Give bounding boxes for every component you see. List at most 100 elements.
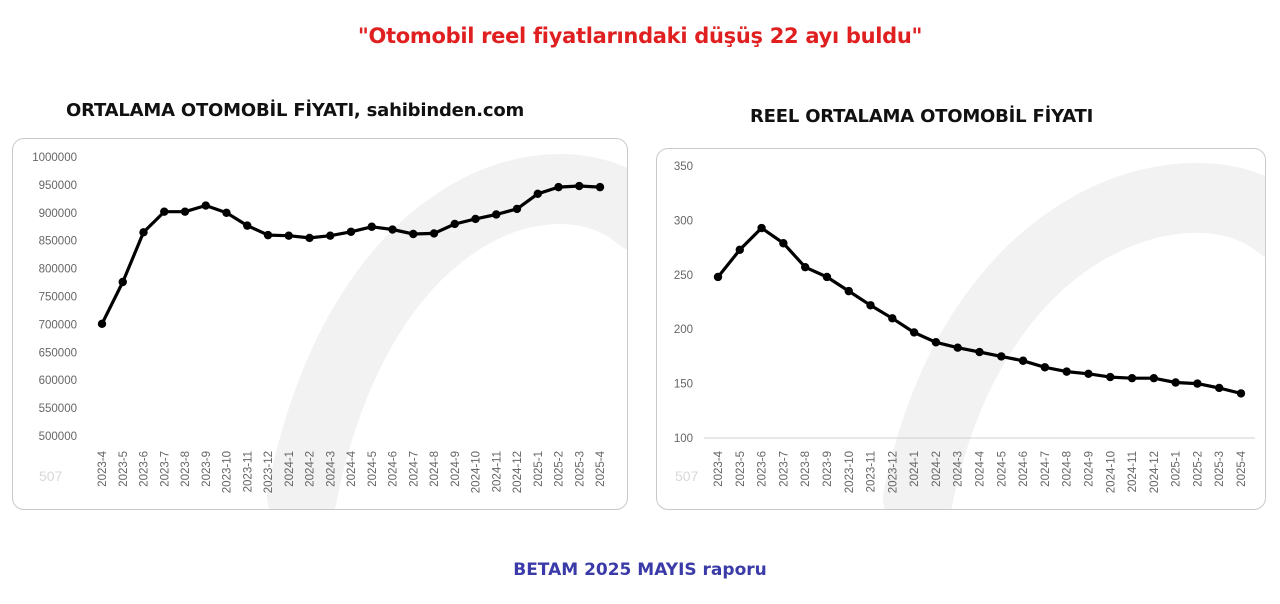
chart-title-right: REEL ORTALAMA OTOMOBİL FİYATI [750, 106, 1094, 127]
x-tick-label: 2023-9 [822, 451, 834, 487]
data-point [1127, 373, 1137, 383]
x-tick-label: 2024-10 [1105, 451, 1117, 493]
data-point [160, 207, 169, 216]
y-tick-label: 950000 [39, 180, 77, 192]
x-tick-label: 2024-1 [284, 451, 296, 487]
data-point [997, 352, 1006, 361]
x-tick-label: 2024-4 [975, 450, 987, 486]
data-point [866, 301, 875, 310]
y-tick-label: 350 [674, 161, 693, 173]
data-point [284, 231, 293, 240]
data-point [931, 338, 941, 347]
watermark-text: 507 [39, 468, 63, 484]
x-tick-label: 2023-10 [222, 451, 234, 493]
x-tick-label: 2024-7 [408, 451, 420, 487]
data-point [450, 219, 459, 229]
x-tick-label: 2024-5 [367, 451, 379, 487]
x-tick-label: 2024-6 [1018, 451, 1030, 487]
x-tick-label: 2025-4 [1236, 450, 1248, 486]
x-tick-label: 2024-10 [471, 451, 483, 493]
x-tick-label: 2025-3 [1214, 451, 1226, 487]
data-point [1149, 373, 1159, 383]
y-tick-label: 200 [674, 324, 693, 336]
data-point [757, 223, 766, 233]
x-tick-label: 2024-11 [1127, 451, 1139, 492]
x-tick-label: 2025-4 [595, 450, 607, 486]
background-swoosh-watermark [267, 154, 627, 509]
y-tick-label: 500000 [39, 431, 77, 443]
data-point [201, 201, 210, 210]
data-point [975, 347, 984, 357]
data-point [1171, 378, 1180, 387]
y-tick-label: 900000 [39, 208, 77, 220]
x-tick-label: 2023-8 [180, 451, 192, 487]
x-tick-label: 2023-8 [800, 451, 812, 487]
data-point [263, 230, 273, 240]
x-tick-label: 2025-1 [1171, 451, 1183, 487]
x-tick-label: 2024-6 [388, 451, 400, 487]
x-tick-label: 2025-2 [554, 451, 566, 487]
data-point [713, 272, 723, 282]
x-tick-label: 2025-1 [533, 451, 545, 487]
x-tick-label: 2024-2 [931, 451, 943, 487]
y-tick-label: 550000 [39, 403, 77, 415]
y-tick-label: 300 [674, 215, 693, 227]
x-tick-label: 2025-2 [1192, 451, 1204, 487]
data-point [243, 221, 252, 230]
y-tick-label: 600000 [39, 375, 77, 387]
x-tick-label: 2023-4 [713, 450, 725, 486]
data-point [779, 239, 788, 248]
y-tick-label: 750000 [39, 292, 77, 304]
data-point [388, 225, 397, 234]
data-point [822, 272, 832, 282]
x-tick-label: 2023-6 [139, 451, 151, 487]
data-point [326, 231, 335, 240]
x-tick-label: 2023-11 [866, 451, 878, 492]
y-tick-label: 150 [674, 379, 693, 391]
headline: "Otomobil reel fiyatlarındaki düşüş 22 a… [357, 24, 923, 48]
data-point [1040, 363, 1050, 372]
data-point [346, 227, 356, 236]
chart-panel-real: 507 100 150 200 250 300 350 2023-4 2023-5 2023-6 2… [656, 148, 1266, 510]
data-point [909, 328, 919, 337]
x-tick-label: 2023-10 [844, 451, 856, 493]
data-point [1236, 389, 1246, 398]
data-point [575, 181, 584, 191]
x-tick-label: 2023-11 [242, 451, 254, 492]
x-tick-label: 2023-12 [887, 451, 899, 493]
data-point [429, 229, 439, 238]
x-tick-label: 2024-1 [909, 451, 921, 487]
x-tick-label: 2024-3 [325, 451, 337, 487]
chart-title-left: ORTALAMA OTOMOBİL FİYATI, sahibinden.com [66, 100, 525, 121]
x-tick-label: 2024-12 [1149, 451, 1161, 493]
x-tick-label: 2023-12 [263, 451, 275, 493]
y-tick-label: 650000 [39, 347, 77, 359]
y-tick-label: 700000 [39, 319, 77, 331]
data-point [1018, 356, 1028, 365]
data-point [953, 343, 962, 352]
x-tick-label: 2024-2 [305, 451, 317, 487]
data-point [533, 189, 542, 199]
data-point [118, 277, 127, 287]
x-tick-label: 2024-5 [996, 451, 1008, 487]
y-tick-label: 100 [674, 433, 693, 445]
data-point [222, 208, 231, 217]
data-point [512, 204, 522, 214]
watermark-text: 507 [675, 468, 699, 484]
x-tick-label: 2023-9 [201, 451, 213, 487]
data-point [97, 319, 107, 329]
data-point [409, 229, 418, 239]
x-tick-label: 2023-5 [735, 451, 747, 487]
x-tick-label: 2024-12 [512, 451, 524, 493]
y-tick-label: 250 [674, 270, 693, 282]
data-point [1062, 367, 1071, 376]
data-point [492, 210, 501, 219]
footer-source: BETAM 2025 MAYIS raporu [513, 560, 767, 580]
real-price-chart: 507 100 150 200 250 300 350 2023-4 2023-5 2023-6 2… [674, 161, 1265, 509]
x-tick-label: 2023-5 [118, 451, 130, 487]
x-tick-label: 2023-6 [757, 451, 769, 487]
data-point [735, 245, 744, 254]
data-point [1084, 369, 1093, 379]
data-point [1193, 379, 1202, 388]
x-tick-label: 2024-11 [491, 451, 503, 492]
